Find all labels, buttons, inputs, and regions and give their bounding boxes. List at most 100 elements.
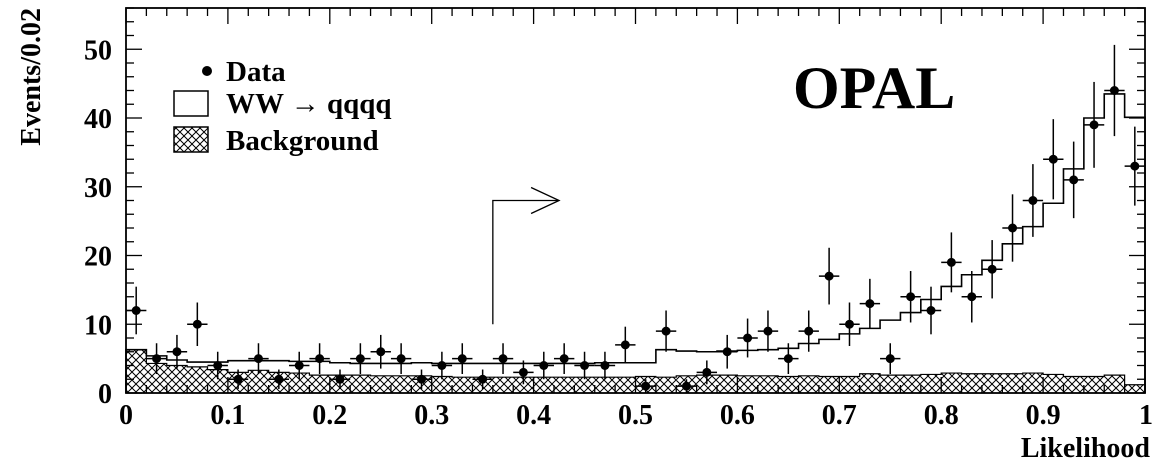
- legend-background-label: Background: [226, 125, 379, 157]
- background-bar: [1043, 374, 1064, 393]
- background-bar: [1083, 376, 1105, 393]
- data-marker: [1089, 120, 1099, 130]
- data-marker: [620, 340, 630, 350]
- background-bar: [452, 377, 473, 393]
- data-point: [717, 334, 738, 369]
- background-bar: [289, 373, 310, 393]
- legend-signal-label: WW → qqqq: [226, 88, 392, 120]
- background-bar: [594, 377, 616, 393]
- x-tick-label: 0.2: [312, 400, 347, 431]
- legend-background-swatch: [173, 126, 209, 153]
- data-marker: [518, 367, 528, 377]
- data-marker: [253, 354, 263, 364]
- data-marker: [885, 354, 895, 364]
- data-point: [839, 302, 860, 346]
- y-tick-label: 10: [84, 310, 112, 341]
- data-marker: [1008, 223, 1018, 233]
- background-bar: [615, 377, 636, 393]
- background-bar: [248, 370, 269, 393]
- y-tick-label: 0: [98, 379, 112, 410]
- data-point: [309, 343, 330, 374]
- data-point: [859, 278, 881, 329]
- background-bar: [390, 375, 412, 393]
- background-bar: [1063, 376, 1084, 393]
- data-point: [635, 379, 656, 393]
- background-bar: [370, 375, 391, 393]
- experiment-label: OPAL: [793, 55, 955, 121]
- background-bar: [798, 375, 819, 393]
- data-marker: [376, 347, 386, 357]
- data-marker: [906, 292, 916, 302]
- background-bar: [513, 377, 534, 393]
- x-tick-label: 0.6: [720, 400, 755, 431]
- data-marker: [987, 264, 997, 274]
- data-point: [961, 271, 982, 323]
- data-marker: [743, 333, 753, 343]
- data-point: [1063, 141, 1084, 219]
- data-marker: [844, 319, 854, 329]
- background-bar: [146, 363, 167, 393]
- cut-arrow-head: [530, 186, 561, 215]
- data-marker: [335, 374, 345, 384]
- data-point: [370, 334, 391, 369]
- data-point: [818, 247, 840, 305]
- data-point: [513, 360, 534, 385]
- data-point: [1124, 126, 1145, 206]
- data-point: [880, 343, 901, 374]
- data-point: [574, 351, 595, 380]
- background-bar: [492, 377, 514, 393]
- data-marker: [355, 354, 365, 364]
- background-bar: [1124, 384, 1145, 393]
- background-bar: [900, 375, 921, 393]
- data-marker: [172, 347, 182, 357]
- y-axis-label: Events/0.02: [16, 8, 47, 146]
- data-point: [757, 310, 779, 352]
- data-point: [900, 271, 921, 323]
- data-marker: [702, 367, 712, 377]
- background-bar: [553, 377, 575, 393]
- background-bar: [207, 369, 228, 393]
- x-tick-label: 0.5: [618, 400, 653, 431]
- x-tick-label: 0.7: [822, 400, 857, 431]
- background-bar: [961, 373, 982, 393]
- data-point: [676, 379, 697, 393]
- data-marker: [783, 354, 793, 364]
- background-bar: [1022, 373, 1044, 393]
- data-marker: [539, 361, 549, 370]
- data-marker: [498, 354, 508, 364]
- background-bar: [981, 373, 1003, 393]
- background-bar: [737, 375, 758, 393]
- background-bar: [839, 376, 860, 393]
- data-point: [553, 343, 575, 374]
- data-marker: [1028, 196, 1038, 205]
- background-bar: [187, 366, 208, 393]
- data-marker: [213, 361, 223, 370]
- cut-arrow-layer: [492, 186, 561, 325]
- cut-arrow-shaft: [492, 199, 560, 325]
- data-marker: [967, 292, 977, 302]
- background-bar: [574, 377, 595, 393]
- data-point: [981, 240, 1003, 299]
- data-marker: [131, 306, 141, 315]
- data-marker: [946, 257, 956, 267]
- data-marker: [294, 361, 304, 370]
- data-marker: [865, 299, 875, 309]
- data-marker: [641, 381, 651, 391]
- x-axis-label: Likelihood: [1021, 433, 1151, 464]
- data-point: [166, 334, 188, 369]
- data-point: [411, 369, 432, 389]
- y-tick-label: 20: [84, 242, 112, 273]
- background-bar: [757, 375, 779, 393]
- background-bar: [941, 373, 962, 393]
- data-marker: [600, 361, 610, 370]
- data-point: [289, 351, 310, 380]
- background-bar: [350, 375, 371, 393]
- data-marker: [763, 326, 773, 336]
- data-point: [696, 360, 718, 385]
- data-marker: [457, 354, 467, 364]
- data-marker: [681, 381, 691, 391]
- data-point: [207, 351, 228, 380]
- background-bar: [166, 365, 188, 393]
